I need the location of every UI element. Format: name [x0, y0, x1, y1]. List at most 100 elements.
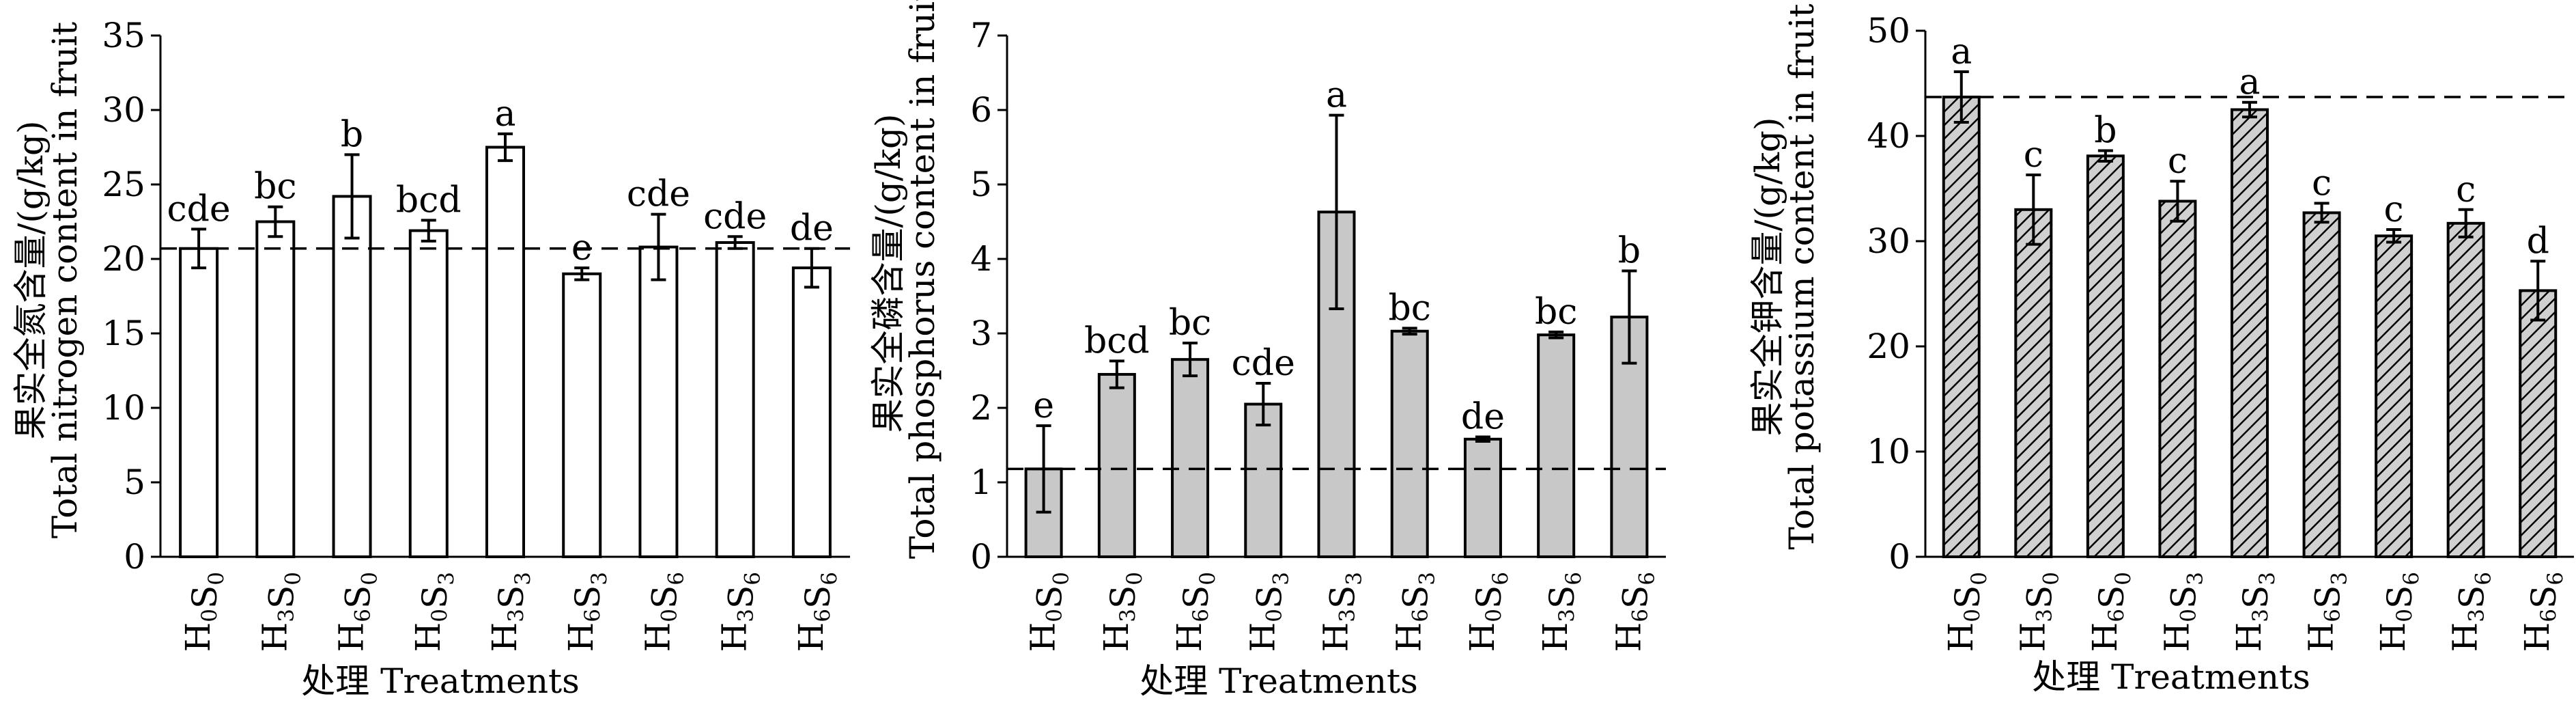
category-label: H3S0 [255, 572, 305, 652]
category-label: H3S3 [1316, 572, 1367, 652]
bar [562, 272, 602, 558]
significance-label: bc [1535, 292, 1577, 333]
bar [1171, 358, 1210, 559]
significance-label: a [1951, 31, 1972, 72]
significance-label: cde [167, 189, 231, 230]
category-label: H0S0 [1941, 572, 1992, 652]
x-axis-title: 处理 Treatments [301, 661, 580, 701]
category-label: H6S6 [2517, 572, 2568, 652]
significance-label: c [2456, 169, 2476, 210]
category-label: H0S6 [2373, 572, 2424, 652]
y-tick-label: 40 [1867, 116, 1910, 156]
bar [332, 195, 372, 558]
category-label: H6S0 [1170, 572, 1220, 652]
y-axis-title-en: Total phosphorus content in fruit [903, 0, 942, 559]
significance-label: c [2384, 189, 2404, 230]
nitrogen-chart: 果实全氮含量/(g/kg) Total nitrogen content in … [11, 16, 850, 701]
y-tick-label: 5 [124, 463, 145, 502]
y-tick-label: 4 [970, 239, 992, 279]
phosphorus-chart: 果实全磷含量/(g/kg) Total phosphorus content i… [868, 0, 1666, 701]
category-label: H3S6 [2446, 572, 2496, 652]
bar [2231, 108, 2269, 558]
bar [638, 245, 679, 558]
y-tick-label: 5 [970, 165, 992, 204]
y-tick-label: 30 [1867, 221, 1910, 261]
significance-label: bc [1169, 303, 1211, 344]
category-label: H3S3 [2229, 572, 2280, 652]
category-label: H6S0 [332, 572, 382, 652]
y-tick-label: 20 [102, 239, 145, 279]
significance-label: cde [627, 174, 690, 215]
significance-label: bc [1389, 288, 1431, 329]
bar [2519, 289, 2558, 558]
bar [408, 229, 449, 558]
bar [2446, 221, 2485, 558]
significance-label: b [341, 114, 363, 155]
y-tick-label: 1 [970, 463, 992, 502]
y-axis-title-en: Total nitrogen content in fruit [45, 22, 85, 538]
y-tick-label: 15 [102, 314, 145, 353]
y-tick-label: 0 [124, 537, 145, 577]
category-label: H0S0 [178, 572, 229, 652]
bar [1942, 96, 1981, 558]
x-axis-title: 处理 Treatments [1140, 661, 1418, 701]
bar [2086, 154, 2125, 558]
category-label: H6S3 [2302, 572, 2352, 652]
bar [1244, 402, 1283, 558]
y-tick-label: 35 [102, 16, 145, 55]
y-axis-title-en: Total potassium content in fruit [1782, 3, 1822, 549]
bar [255, 220, 296, 558]
bar [179, 247, 219, 558]
category-label: H3S0 [1096, 572, 1147, 652]
category-label: H0S3 [2157, 572, 2207, 652]
bar [485, 146, 525, 558]
y-tick-label: 10 [102, 388, 145, 428]
category-label: H6S3 [1389, 572, 1440, 652]
significance-label: c [2312, 163, 2332, 204]
category-label: H0S6 [638, 572, 688, 652]
significance-label: cde [1232, 343, 1295, 384]
category-label: H3S6 [1535, 572, 1586, 652]
significance-label: a [494, 94, 515, 135]
y-axis-title-cn: 果实全氮含量/(g/kg) [11, 120, 51, 439]
y-tick-label: 6 [970, 90, 992, 130]
bar [2158, 199, 2197, 559]
bar [1537, 333, 1576, 558]
significance-label: cde [703, 196, 767, 237]
x-axis-title: 处理 Treatments [2032, 657, 2310, 697]
bar [1390, 329, 1429, 558]
y-tick-label: 25 [102, 165, 145, 204]
significance-label: b [2094, 111, 2117, 152]
significance-label: bc [254, 167, 296, 208]
y-tick-label: 10 [1867, 432, 1910, 471]
y-tick-label: 50 [1867, 11, 1910, 51]
y-axis-title-cn: 果实全磷含量/(g/kg) [868, 113, 908, 432]
category-label: H6S6 [1609, 572, 1659, 652]
bar [715, 241, 755, 558]
bar [2014, 208, 2053, 558]
significance-label: de [790, 208, 834, 249]
y-tick-label: 0 [970, 537, 992, 577]
significance-label: e [1033, 385, 1054, 426]
y-tick-label: 7 [970, 16, 992, 55]
significance-label: c [2024, 135, 2043, 176]
significance-label: d [2527, 221, 2549, 262]
category-label: H6S3 [561, 572, 612, 652]
category-label: H6S6 [791, 572, 842, 652]
category-label: H3S0 [2013, 572, 2063, 652]
bar [1097, 372, 1136, 558]
category-label: H3S6 [715, 572, 765, 652]
category-label: H0S6 [1462, 572, 1513, 652]
category-label: H6S0 [2085, 572, 2136, 652]
potassium-chart: 果实全钾含量/(g/kg) Total potassium content in… [1748, 3, 2574, 697]
significance-label: bcd [1084, 320, 1150, 361]
y-tick-label: 2 [970, 388, 992, 428]
bar [2302, 211, 2341, 558]
y-tick-label: 30 [102, 90, 145, 130]
y-axis-title-cn: 果实全钾含量/(g/kg) [1748, 117, 1787, 436]
significance-label: c [2168, 141, 2188, 182]
significance-label: de [1461, 397, 1505, 438]
y-tick-label: 0 [1888, 537, 1910, 577]
category-label: H0S0 [1023, 572, 1074, 652]
significance-label: bcd [396, 180, 462, 221]
